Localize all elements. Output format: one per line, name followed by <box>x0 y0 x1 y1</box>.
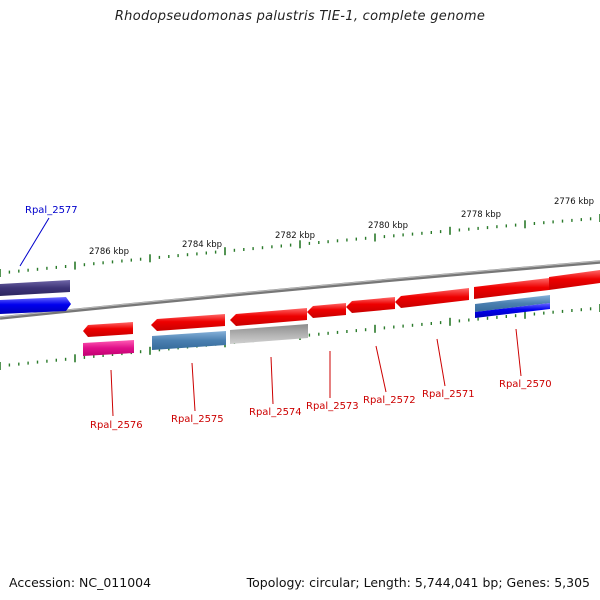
gene-rpal-2575[interactable] <box>151 314 225 331</box>
gene-label-rpal-2576[interactable]: Rpal_2576 <box>90 420 143 431</box>
gene-label-rpal-2575[interactable]: Rpal_2575 <box>171 414 224 425</box>
feature-rpal-2575-steelblue[interactable] <box>152 331 226 350</box>
scale-label-2776: 2776 kbp <box>554 197 594 207</box>
outer-scale-ring <box>0 214 600 277</box>
gene-rpal-2576[interactable] <box>83 322 133 337</box>
topology-text: Topology: circular; Length: 5,744,041 bp… <box>246 575 590 590</box>
scale-label-2778: 2778 kbp <box>461 210 501 220</box>
gene-label-rpal-2574[interactable]: Rpal_2574 <box>249 407 302 418</box>
gene-label-rpal-2577[interactable]: Rpal_2577 <box>25 205 78 216</box>
genome-backbone-highlight <box>0 260 600 318</box>
feature-rpal-2570-steelblue[interactable] <box>475 295 550 312</box>
leader-rpal-2577 <box>19 217 50 267</box>
gene-rpal-2577-navy[interactable] <box>0 280 70 296</box>
gene-rpal-2577[interactable] <box>0 297 71 314</box>
feature-rpal-2576-magenta[interactable] <box>83 340 134 356</box>
leader-rpal-2572 <box>375 345 387 393</box>
gene-rpal-2572[interactable] <box>346 297 395 313</box>
scale-label-2784: 2784 kbp <box>182 240 222 250</box>
gene-rpal-2571[interactable] <box>395 288 469 308</box>
leader-rpal-2576 <box>110 369 114 417</box>
gene-rpal-2573[interactable] <box>307 303 346 318</box>
scale-label-2780: 2780 kbp <box>368 221 408 231</box>
scale-label-2782: 2782 kbp <box>275 231 315 241</box>
gene-rpal-2574[interactable] <box>230 308 307 326</box>
label-leaders <box>19 217 522 417</box>
scale-labels: 2786 kbp 2784 kbp 2782 kbp 2780 kbp 2778… <box>89 197 594 257</box>
gene-labels: Rpal_2577 Rpal_2576 Rpal_2575 Rpal_2574 … <box>25 205 552 431</box>
feature-rpal-2574-gray[interactable] <box>230 324 308 344</box>
gene-right-edge[interactable] <box>549 270 600 290</box>
scale-label-2786: 2786 kbp <box>89 247 129 257</box>
accession-text: Accession: NC_011004 <box>9 575 152 590</box>
feature-rpal-2570-blue[interactable] <box>475 303 550 318</box>
leader-rpal-2575 <box>191 362 196 412</box>
gene-label-rpal-2572[interactable]: Rpal_2572 <box>363 395 416 406</box>
map-title: Rhodopseudomonas palustris TIE-1, comple… <box>114 9 486 24</box>
gene-label-rpal-2573[interactable]: Rpal_2573 <box>306 401 359 412</box>
gene-rpal-2570-red[interactable] <box>474 278 549 299</box>
leader-rpal-2570 <box>515 328 522 377</box>
leader-rpal-2574 <box>270 356 274 405</box>
gene-label-rpal-2570[interactable]: Rpal_2570 <box>499 379 552 390</box>
gene-label-rpal-2571[interactable]: Rpal_2571 <box>422 389 475 400</box>
leader-rpal-2571 <box>436 338 446 387</box>
genome-backbone <box>0 260 600 320</box>
